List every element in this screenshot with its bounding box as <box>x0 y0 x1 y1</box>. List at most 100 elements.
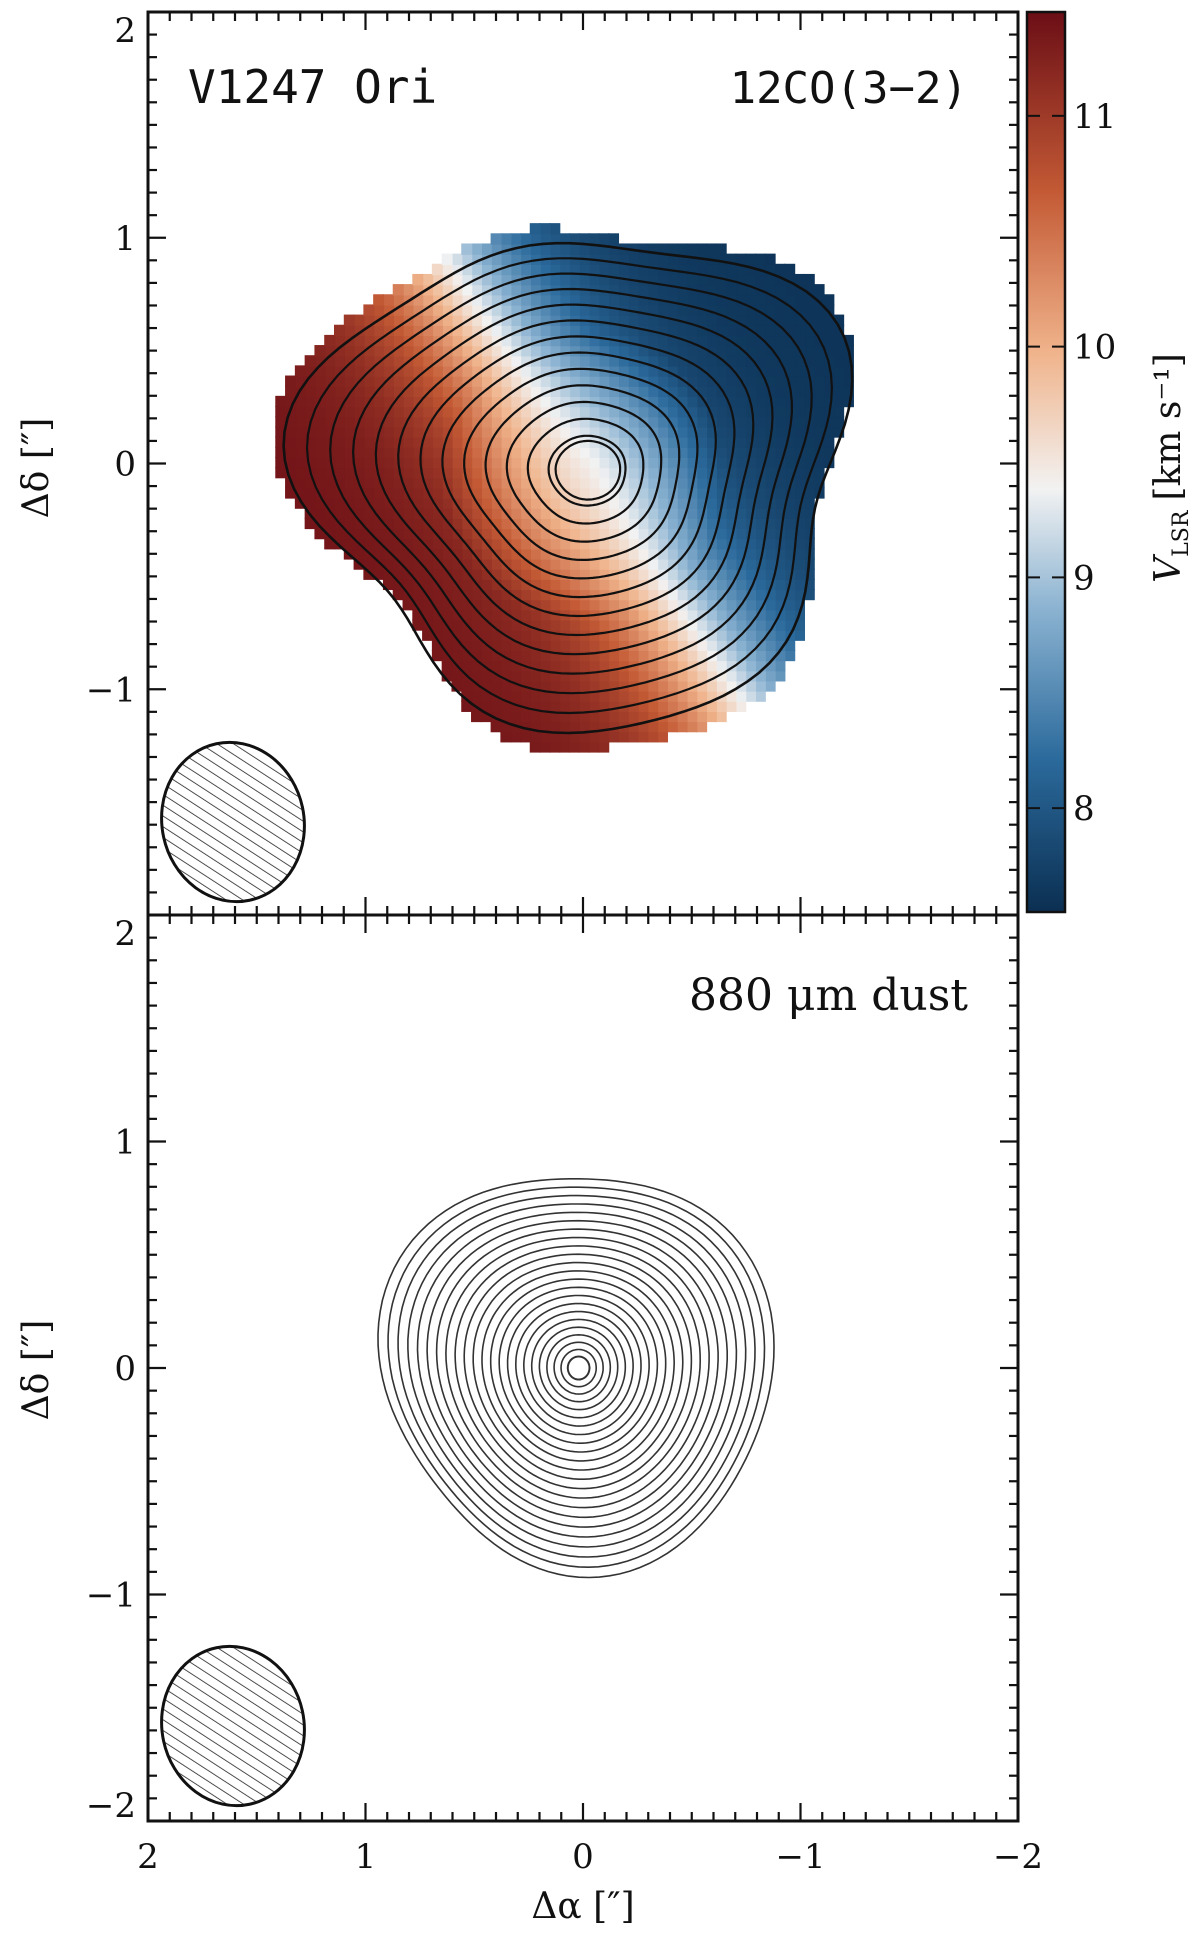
velocity-pixel <box>539 385 551 398</box>
velocity-pixel <box>490 710 502 723</box>
velocity-pixel <box>656 334 668 347</box>
velocity-pixel <box>656 477 668 489</box>
velocity-pixel <box>461 446 473 458</box>
velocity-pixel <box>696 619 708 631</box>
velocity-pixel <box>412 324 424 337</box>
velocity-pixel <box>568 324 580 337</box>
velocity-pixel <box>666 527 678 540</box>
velocity-pixel <box>275 466 287 479</box>
velocity-pixel <box>392 405 404 418</box>
velocity-pixel <box>696 487 708 499</box>
velocity-pixel <box>725 487 737 499</box>
velocity-pixel <box>568 680 580 692</box>
velocity-pixel <box>549 497 561 509</box>
velocity-pixel <box>568 405 580 418</box>
colorbar <box>1025 10 1067 914</box>
velocity-pixel <box>422 507 434 519</box>
velocity-pixel <box>451 588 463 601</box>
velocity-pixel <box>656 538 668 550</box>
velocity-pixel <box>686 527 698 540</box>
velocity-pixel <box>745 365 757 377</box>
velocity-pixel <box>363 517 375 530</box>
velocity-pixel <box>539 731 551 743</box>
velocity-pixel <box>617 487 629 499</box>
velocity-pixel <box>627 538 639 550</box>
velocity-pixel <box>490 243 502 255</box>
velocity-pixel <box>431 517 443 530</box>
velocity-pixel <box>686 294 698 306</box>
dust-contour <box>445 1236 710 1509</box>
velocity-pixel <box>441 294 453 306</box>
velocity-pixel <box>745 690 757 702</box>
velocity-pixel <box>705 334 717 347</box>
velocity-pixel <box>666 273 678 286</box>
velocity-pixel <box>471 609 483 621</box>
velocity-pixel <box>451 375 463 387</box>
velocity-pixel <box>334 466 345 479</box>
velocity-pixel <box>568 385 580 398</box>
velocity-pixel <box>539 304 551 316</box>
velocity-pixel <box>441 507 453 519</box>
velocity-pixel <box>441 446 453 458</box>
velocity-pixel <box>431 487 443 499</box>
velocity-pixel <box>647 365 659 377</box>
velocity-pixel <box>500 395 512 408</box>
velocity-pixel <box>490 294 502 306</box>
velocity-pixel <box>363 304 375 316</box>
velocity-pixel <box>588 314 600 326</box>
velocity-pixel <box>559 507 571 519</box>
velocity-pixel <box>549 619 561 631</box>
velocity-pixel <box>617 517 629 530</box>
velocity-pixel <box>627 527 639 540</box>
velocity-pixel <box>647 619 659 631</box>
velocity-pixel <box>666 507 678 519</box>
velocity-pixel <box>402 568 414 580</box>
velocity-pixel <box>441 253 453 265</box>
velocity-pixel <box>559 304 571 316</box>
velocity-pixel <box>382 497 394 509</box>
velocity-pixel <box>735 273 747 286</box>
velocity-pixel <box>510 497 522 509</box>
velocity-pixel <box>588 334 600 347</box>
velocity-pixel <box>833 324 845 337</box>
velocity-pixel <box>705 690 717 702</box>
velocity-pixel <box>334 487 345 499</box>
velocity-pixel <box>725 375 737 387</box>
velocity-pixel <box>696 314 708 326</box>
velocity-pixel <box>656 527 668 540</box>
velocity-pixel <box>373 527 385 540</box>
velocity-pixel <box>598 273 610 286</box>
velocity-pixel <box>549 649 561 662</box>
velocity-pixel <box>833 395 845 408</box>
velocity-pixel <box>774 578 786 591</box>
velocity-pixel <box>363 487 375 499</box>
velocity-pixel <box>451 426 463 438</box>
velocity-pixel <box>588 416 600 428</box>
velocity-pixel <box>519 405 531 418</box>
velocity-pixel <box>754 477 766 489</box>
velocity-pixel <box>823 375 835 387</box>
velocity-pixel <box>539 720 551 733</box>
velocity-pixel <box>412 304 424 316</box>
velocity-pixel <box>392 324 404 337</box>
velocity-pixel <box>519 487 531 499</box>
velocity-pixel <box>696 334 708 347</box>
velocity-pixel <box>637 517 649 530</box>
velocity-pixel <box>705 548 717 560</box>
velocity-pixel <box>314 426 326 438</box>
velocity-pixel <box>578 497 590 509</box>
velocity-pixel <box>784 517 796 530</box>
velocity-pixel <box>510 355 522 367</box>
velocity-pixel <box>745 680 757 692</box>
velocity-pixel <box>451 558 463 570</box>
velocity-pixel <box>539 355 551 367</box>
velocity-pixel <box>745 426 757 438</box>
velocity-pixel <box>451 639 463 652</box>
velocity-pixel <box>666 548 678 560</box>
velocity-pixel <box>471 558 483 570</box>
velocity-pixel <box>441 527 453 540</box>
velocity-pixel <box>441 436 453 448</box>
velocity-pixel <box>373 385 385 398</box>
velocity-pixel <box>647 599 659 611</box>
velocity-pixel <box>637 273 649 286</box>
